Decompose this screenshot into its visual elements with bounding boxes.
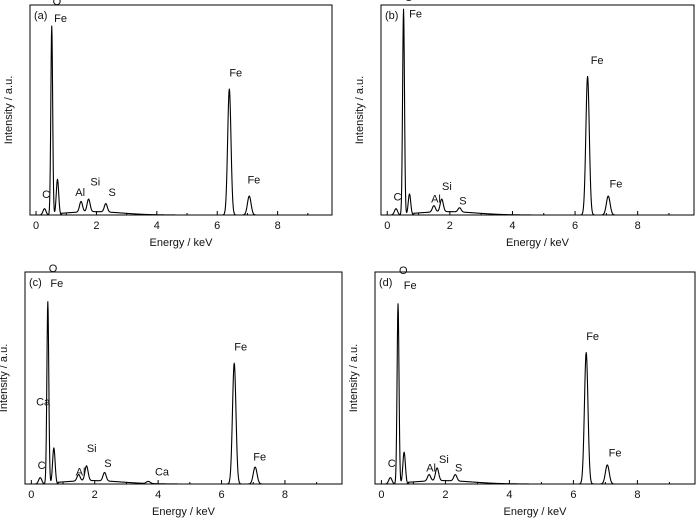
x-tick-label: 2 <box>93 220 99 232</box>
x-tick-label: 8 <box>282 489 288 501</box>
x-tick-label: 0 <box>28 489 34 501</box>
panel-label: (d) <box>379 277 392 289</box>
peak-label: Fe <box>586 331 599 343</box>
x-axis-label: Energy / keV <box>506 237 570 249</box>
peak-label: Al <box>75 187 85 199</box>
peak-label: S <box>459 196 466 208</box>
x-tick-label: 6 <box>570 489 576 501</box>
y-axis-label: Intensity / a.u. <box>3 76 15 144</box>
x-tick-label: 8 <box>634 489 640 501</box>
x-tick-label: 6 <box>572 220 578 232</box>
x-axis-label: Energy / keV <box>150 237 214 249</box>
y-axis-label: Intensity / a.u. <box>354 76 366 144</box>
peak-label: O <box>49 263 58 275</box>
x-tick-label: 4 <box>506 489 512 501</box>
peak-label: Fe <box>229 67 242 79</box>
x-tick-label: 4 <box>509 220 515 232</box>
peak-label: Ca <box>155 467 170 479</box>
x-tick-label: 4 <box>155 489 161 501</box>
eds-panel-1: 0 2 4 6 8 O Fe C Al Si S Fe Fe (a) Energy / keV Intensi… <box>3 0 333 249</box>
peak-label: C <box>394 191 402 203</box>
spectrum-line <box>379 303 696 485</box>
peak-label: Al <box>431 193 441 205</box>
peak-label: O <box>404 0 413 4</box>
x-tick-label: 0 <box>384 220 390 232</box>
x-tick-label: 8 <box>275 220 281 232</box>
peak-label: Si <box>90 177 100 189</box>
panel-label: (a) <box>34 10 47 22</box>
spectrum-line <box>385 8 695 216</box>
y-axis-label: Intensity / a.u. <box>0 344 10 412</box>
x-tick-label: 0 <box>378 489 384 501</box>
peak-label: O <box>399 265 408 277</box>
spectrum-line <box>29 301 343 485</box>
peak-label: Al <box>426 462 436 474</box>
x-tick-label: 2 <box>447 220 453 232</box>
peak-label: C <box>42 189 50 201</box>
peak-label: Fe <box>54 13 67 25</box>
axis-frame <box>29 4 333 216</box>
peak-label: Fe <box>609 447 622 459</box>
peak-label: Si <box>439 454 449 466</box>
x-axis-label: Energy / keV <box>152 506 216 518</box>
peak-label: S <box>104 458 111 470</box>
peak-label: Si <box>87 443 97 455</box>
axis-frame <box>380 4 695 216</box>
peak-label: Fe <box>253 452 266 464</box>
panel-label: (b) <box>385 10 398 22</box>
x-tick-label: 6 <box>214 220 220 232</box>
peak-label: C <box>388 458 396 470</box>
peak-label: Ca <box>36 397 51 409</box>
y-axis-label: Intensity / a.u. <box>348 344 360 412</box>
peak-label: O <box>53 0 62 8</box>
peak-label: Fe <box>404 280 417 292</box>
x-tick-label: 4 <box>154 220 160 232</box>
peak-label: Si <box>442 181 452 193</box>
peak-label: S <box>455 462 462 474</box>
axis-frame <box>24 271 343 485</box>
peak-label: S <box>109 187 116 199</box>
peak-label: Fe <box>247 175 260 187</box>
spectrum-line <box>34 25 333 216</box>
x-tick-label: 6 <box>218 489 224 501</box>
peak-label: Fe <box>50 278 63 290</box>
peak-label: Fe <box>409 9 422 21</box>
x-tick-label: 2 <box>92 489 98 501</box>
x-axis-label: Energy / keV <box>504 506 568 518</box>
peak-label: Fe <box>609 179 622 191</box>
peak-label: Fe <box>591 55 604 67</box>
peak-label: C <box>38 460 46 472</box>
x-tick-label: 0 <box>33 220 39 232</box>
peak-label: Fe <box>234 341 247 353</box>
x-tick-label: 8 <box>635 220 641 232</box>
x-tick-label: 2 <box>442 489 448 501</box>
axis-frame <box>374 271 696 485</box>
panel-label: (c) <box>29 277 42 289</box>
peak-label: Al <box>76 467 86 479</box>
